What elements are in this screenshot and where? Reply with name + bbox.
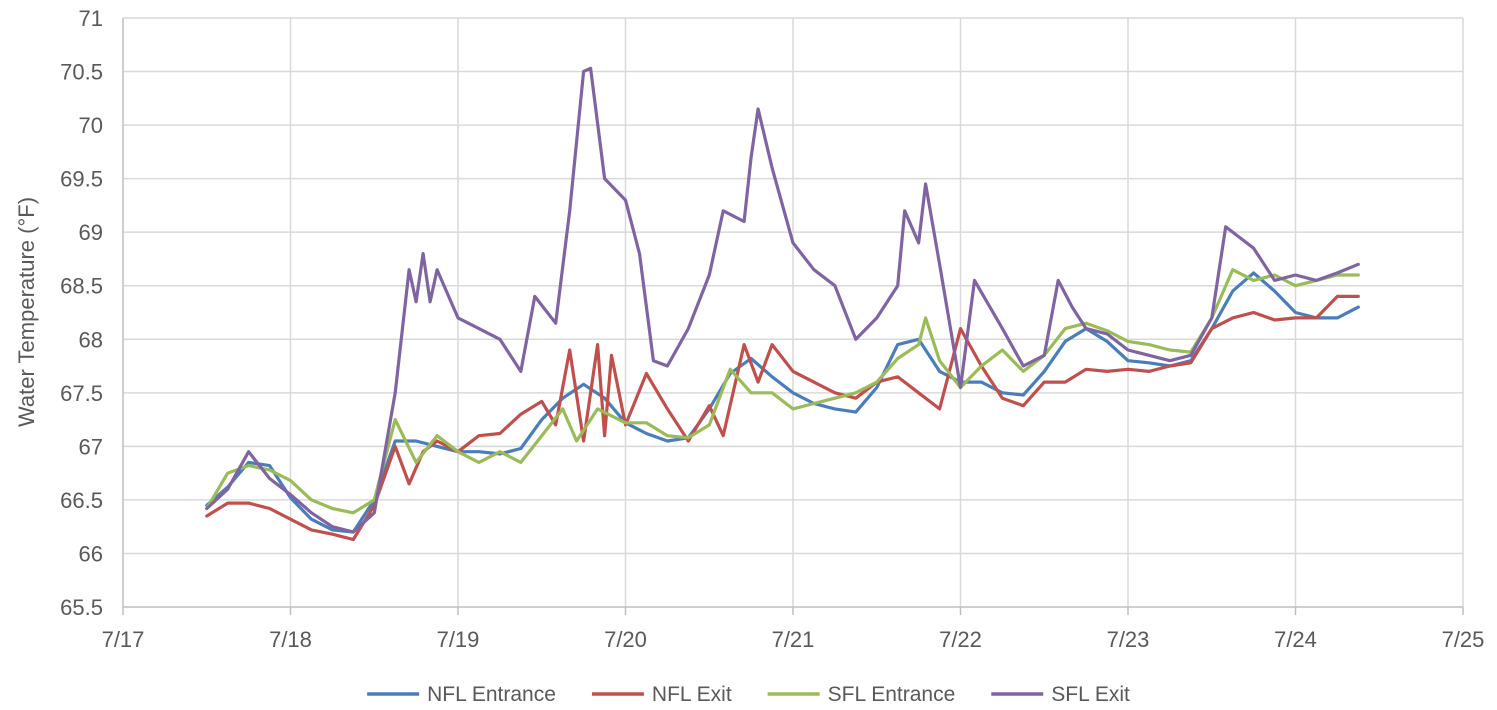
series-line-nfl-exit [205, 294, 1360, 542]
legend-item: SFL Exit [991, 683, 1130, 706]
series-line-sfl-exit [205, 66, 1360, 534]
x-tick-label: 7/20 [604, 627, 647, 652]
x-tick-label: 7/17 [102, 627, 145, 652]
axes [122, 18, 1464, 615]
y-tick-label: 66.5 [60, 488, 103, 513]
legend-item: NFL Exit [591, 683, 732, 706]
x-axis-ticks: 7/17 7/18 7/19 7/20 7/21 7/22 7/23 7/24 7/25 [102, 627, 1485, 652]
x-tick-label: 7/18 [269, 627, 312, 652]
y-tick-label: 68.5 [60, 274, 103, 299]
y-tick-label: 67 [79, 434, 103, 459]
x-tick-label: 7/22 [939, 627, 982, 652]
y-axis-ticks: 65.5 66 66.5 67 67.5 68 68.5 69 69.5 70 70.5 71 [60, 6, 103, 620]
y-axis-title: Water Temperature (°F) [14, 197, 39, 427]
y-tick-label: 68 [79, 327, 103, 352]
y-tick-label: 71 [79, 6, 103, 31]
series-line-sfl-entrance [205, 268, 1360, 515]
y-tick-label: 65.5 [60, 595, 103, 620]
y-tick-label: 69.5 [60, 167, 103, 192]
y-tick-label: 67.5 [60, 381, 103, 406]
legend-label: NFL Exit [652, 683, 732, 706]
legend: NFL Entrance NFL Exit SFL Entrance SFL Exit [367, 683, 1130, 706]
series-lines [205, 66, 1360, 542]
y-tick-label: 66 [79, 541, 103, 566]
gridlines [123, 17, 1464, 607]
legend-item: NFL Entrance [367, 683, 556, 706]
legend-label: NFL Entrance [427, 683, 556, 706]
x-tick-label: 7/24 [1274, 627, 1317, 652]
y-tick-label: 70.5 [60, 60, 103, 85]
legend-label: SFL Entrance [828, 683, 956, 706]
legend-label: SFL Exit [1051, 683, 1130, 706]
y-tick-label: 69 [79, 220, 103, 245]
y-tick-label: 70 [79, 113, 103, 138]
legend-item: SFL Entrance [767, 683, 956, 706]
x-tick-label: 7/19 [437, 627, 480, 652]
x-tick-label: 7/21 [772, 627, 815, 652]
x-tick-label: 7/23 [1107, 627, 1150, 652]
x-tick-label: 7/25 [1442, 627, 1485, 652]
